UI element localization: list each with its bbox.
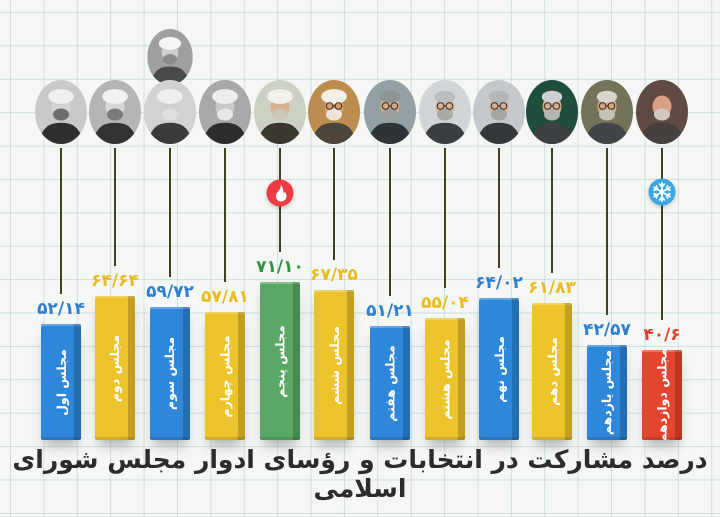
bar-category-label: مجلس پنجم: [272, 324, 288, 398]
bar-category-label: مجلس اول: [53, 348, 69, 416]
bar-category-label: مجلس دوازدهم: [654, 350, 670, 440]
bar: مجلس چهارم: [205, 312, 245, 440]
connector-line: [114, 148, 116, 266]
speaker-portrait: [364, 80, 416, 144]
bar-label-wrap: مجلس دوازدهم: [642, 350, 682, 440]
bar-category-label: مجلس دوم: [107, 334, 123, 402]
bar-category-label: مجلس چهارم: [217, 334, 233, 418]
bar-category-label: مجلس دهم: [544, 337, 560, 406]
bar-label-wrap: مجلس یازدهم: [587, 345, 627, 440]
connector-line: [60, 148, 62, 294]
bar-label-wrap: مجلس دهم: [532, 303, 572, 440]
speaker-portrait: [526, 80, 578, 144]
bar-value-label: ۴۰/۶: [643, 325, 681, 345]
connector-line: [444, 148, 446, 288]
chart-title: درصد مشارکت در انتخابات و رؤسای ادوار مج…: [12, 445, 708, 503]
speaker-portrait: [254, 80, 306, 144]
speaker-portrait: [473, 80, 525, 144]
bar-label-wrap: مجلس دوم: [95, 296, 135, 440]
bar: مجلس سوم: [150, 307, 190, 440]
bar-label-wrap: مجلس اول: [41, 324, 81, 440]
connector-line: [333, 148, 335, 260]
speaker-portrait: [35, 80, 87, 144]
bar-category-label: مجلس سوم: [162, 336, 178, 411]
bar: مجلس دهم: [532, 303, 572, 440]
bar: مجلس هشتم: [425, 318, 465, 440]
bar-value-label: ۵۱/۲۱: [366, 301, 414, 321]
flame-icon: [266, 179, 294, 207]
bar-value-label: ۴۲/۵۷: [583, 320, 631, 340]
connector-line: [224, 148, 226, 282]
connector-line: [606, 148, 608, 315]
bar-category-label: مجلس هفتم: [382, 344, 398, 422]
snowflake-icon: [648, 178, 676, 206]
speaker-portrait: [636, 80, 688, 144]
connector-line: [498, 148, 500, 268]
bar-label-wrap: مجلس سوم: [150, 307, 190, 440]
speaker-portrait: [199, 80, 251, 144]
bar: مجلس یازدهم: [587, 345, 627, 440]
bar-category-label: مجلس یازدهم: [599, 349, 615, 436]
speaker-portrait: [144, 80, 196, 144]
bar-label-wrap: مجلس هشتم: [425, 318, 465, 440]
bar-category-label: مجلس هشتم: [437, 338, 453, 420]
connector-line: [551, 148, 553, 273]
speaker-portrait: [89, 80, 141, 144]
snowflake-badge: [648, 178, 676, 206]
bar: مجلس دوم: [95, 296, 135, 440]
speaker-portrait: [419, 80, 471, 144]
bar-value-label: ۵۷/۸۱: [201, 287, 249, 307]
flame-badge: [266, 179, 294, 207]
bar: مجلس هفتم: [370, 326, 410, 440]
bar-value-label: ۶۱/۸۳: [528, 278, 576, 298]
speaker-portrait: [308, 80, 360, 144]
bar: مجلس ششم: [314, 290, 354, 440]
bar-label-wrap: مجلس نهم: [479, 298, 519, 440]
bar-value-label: ۷۱/۱۰: [256, 257, 304, 277]
bar-label-wrap: مجلس پنجم: [260, 282, 300, 440]
bar-category-label: مجلس ششم: [326, 325, 342, 405]
bar-value-label: ۵۹/۷۲: [146, 282, 194, 302]
bar-label-wrap: مجلس ششم: [314, 290, 354, 440]
bar-value-label: ۵۲/۱۴: [37, 299, 85, 319]
bar-value-label: ۵۵/۰۴: [421, 293, 469, 313]
connector-line: [169, 148, 171, 277]
connector-line: [389, 148, 391, 296]
bar-value-label: ۶۷/۳۵: [310, 265, 358, 285]
bar: مجلس پنجم: [260, 282, 300, 440]
bar: مجلس اول: [41, 324, 81, 440]
bar-value-label: ۶۴/۶۴: [91, 271, 139, 291]
speaker-portrait-secondary: [143, 29, 197, 85]
bar-label-wrap: مجلس چهارم: [205, 312, 245, 440]
bar-label-wrap: مجلس هفتم: [370, 326, 410, 440]
bar-category-label: مجلس نهم: [491, 335, 507, 403]
speaker-portrait: [581, 80, 633, 144]
bar: مجلس نهم: [479, 298, 519, 440]
connector-line: [661, 148, 663, 320]
bar-value-label: ۶۴/۰۲: [475, 273, 523, 293]
bar: مجلس دوازدهم: [642, 350, 682, 440]
